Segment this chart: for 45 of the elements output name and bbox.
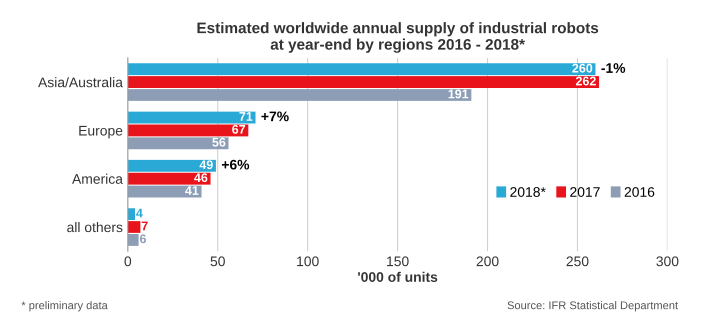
- x-axis-title: '000 of units: [358, 272, 438, 282]
- y-tick-label: Asia/Australia: [38, 77, 123, 88]
- x-tick-label: 300: [656, 256, 678, 266]
- data-label: 46: [194, 173, 208, 182]
- legend-label: 2018*: [510, 187, 546, 197]
- y-tick-label: Europe: [79, 126, 122, 138]
- bar: [128, 137, 229, 150]
- data-label: 71: [239, 112, 252, 121]
- legend-label: 2017: [570, 187, 600, 197]
- bar: [128, 234, 139, 246]
- data-label: 7: [142, 222, 148, 230]
- bar: [128, 208, 135, 220]
- bar: [128, 63, 596, 76]
- chart-title: Estimated worldwide annual supply of industrial robots at year-end by regions 2016 - 2018*: [197, 22, 598, 53]
- x-tick-label: 0: [124, 256, 132, 266]
- bar: [128, 221, 140, 233]
- bar: [128, 160, 216, 172]
- annotation: -1%: [601, 63, 626, 73]
- bar: [128, 76, 600, 88]
- annotation: +7%: [261, 111, 289, 122]
- data-label: 56: [212, 138, 226, 147]
- data-label: 4: [136, 208, 143, 218]
- data-label: 67: [232, 124, 246, 134]
- annotation: +6%: [222, 160, 250, 170]
- legend-label: 2016: [624, 187, 654, 197]
- x-tick-label: 50: [210, 256, 225, 266]
- y-tick-label: America: [72, 174, 123, 184]
- x-tick-label: 150: [387, 256, 409, 266]
- bar: [128, 172, 211, 185]
- data-label: 49: [200, 160, 213, 170]
- bar: [128, 124, 248, 136]
- x-tick-label: 200: [476, 256, 499, 266]
- bar: [128, 186, 202, 198]
- data-label: 41: [185, 186, 198, 195]
- x-tick-label: 250: [566, 256, 589, 266]
- y-tick-label: all others: [67, 222, 122, 232]
- data-label: 260: [572, 64, 592, 73]
- data-label: 6: [140, 234, 146, 244]
- bar: [128, 89, 472, 101]
- x-tick-label: 100: [297, 256, 319, 266]
- bar: [128, 112, 256, 124]
- data-label: 262: [576, 76, 596, 86]
- text: * preliminary data: [21, 301, 108, 312]
- source-note: Source: IFR Statistical Department: [508, 301, 678, 312]
- data-label: 191: [448, 89, 468, 98]
